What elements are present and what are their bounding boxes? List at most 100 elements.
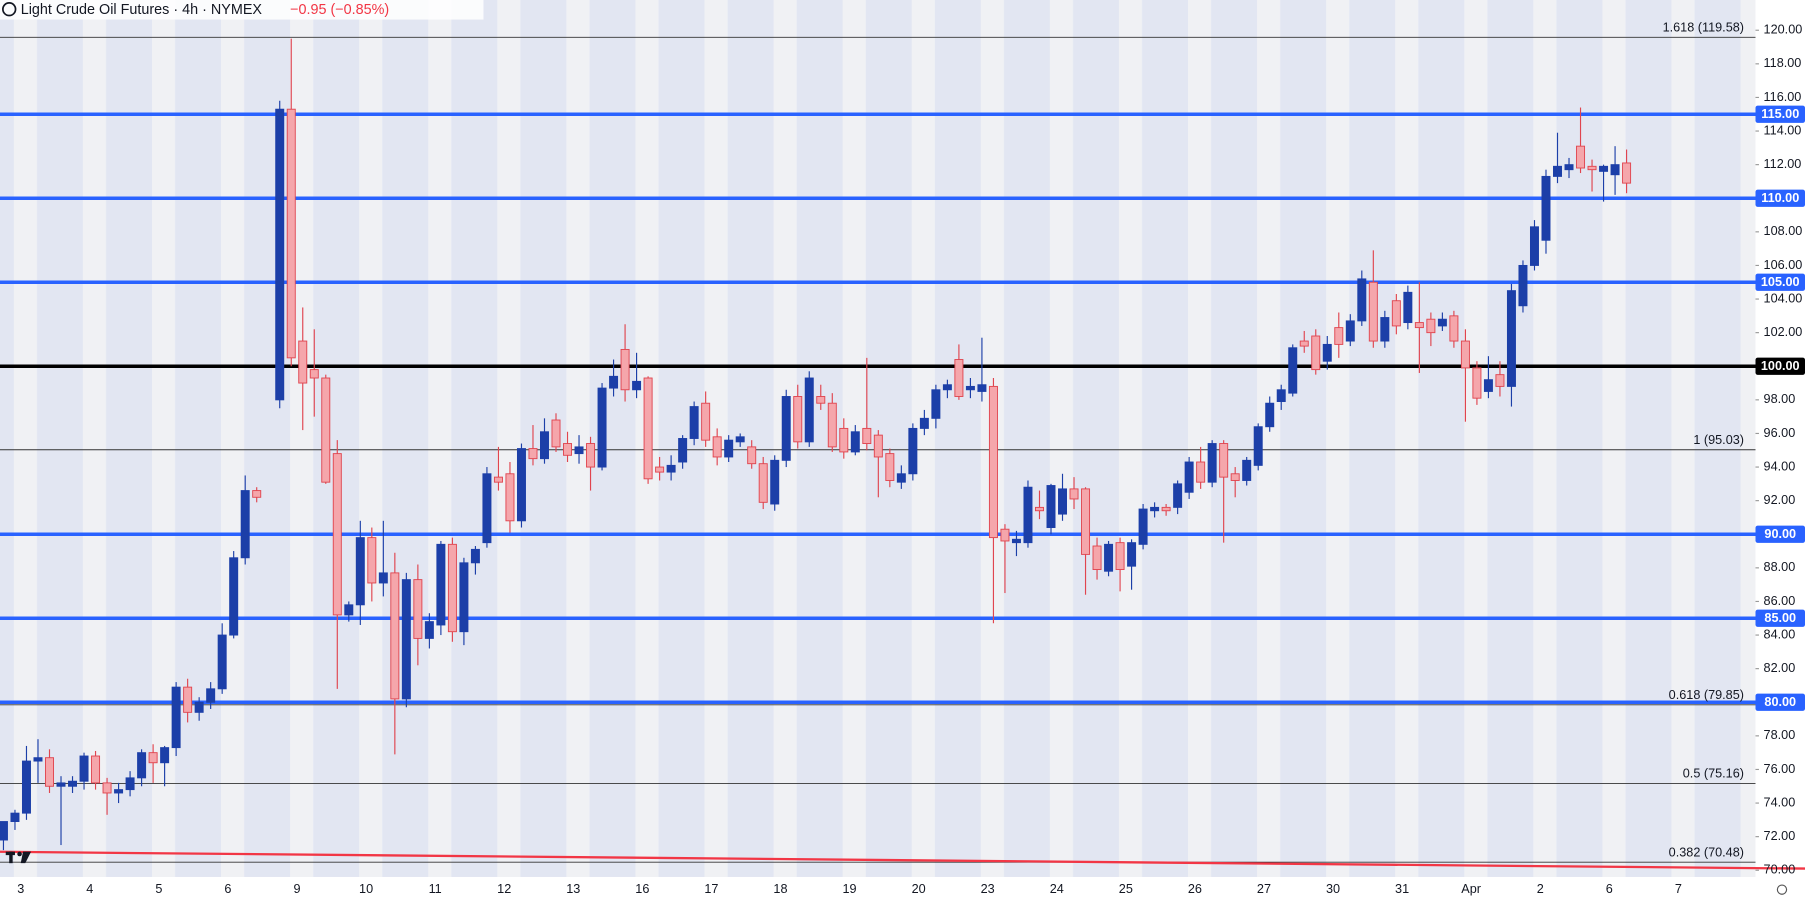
candle-body [1081,488,1091,555]
y-tick-label: 88.00 [1764,560,1796,574]
candle-body [735,436,745,443]
y-tick-label: 72.00 [1764,829,1796,843]
moving-average [0,850,1805,870]
candle-body [206,688,216,703]
y-tick-label: 114.00 [1764,123,1802,137]
candle-body [229,557,239,636]
candle-body [390,572,400,700]
candle-body [137,752,147,779]
x-tick-label: 13 [566,882,580,896]
x-tick-label: 30 [1326,882,1340,896]
candle-body [1023,486,1033,544]
symbol-title: Light Crude Oil Futures · 4h · NYMEX [21,2,263,18]
candle-body [804,377,814,443]
candle-body [505,473,515,522]
candle-body [954,359,964,397]
candle-body [655,466,665,473]
y-tick-label: 92.00 [1764,493,1796,507]
candle-body [252,490,262,498]
candle-body [125,777,135,791]
candle-body [367,537,377,584]
y-tick-label: 96.00 [1764,426,1796,440]
fib-label: 0.618 (79.85) [1669,688,1744,702]
x-tick-label: 4 [86,882,93,896]
candle-body [148,752,158,764]
candle-body [850,431,860,453]
candle-body [885,453,895,481]
y-tick-label: 120.00 [1764,23,1803,37]
candle-body [332,453,342,616]
candle-body [793,396,803,443]
candle-body [436,543,446,626]
candle-body [1219,443,1229,478]
y-tick-label: 98.00 [1764,392,1796,406]
candle-body [770,459,780,505]
candle-body [1518,264,1528,307]
price-axis [1755,0,1805,900]
x-tick-label: 24 [1050,882,1064,896]
candle-body [1460,340,1470,369]
candle-body [33,757,43,762]
candle-body [528,448,538,460]
candle-body [862,427,872,444]
y-tick-label: 102.00 [1764,325,1803,339]
level-label: 105.00 [1761,275,1800,289]
candle-body [1276,389,1286,402]
candle-body [1207,443,1217,483]
candle-body [873,434,883,458]
y-tick-label: 112.00 [1764,157,1802,171]
header-background [0,0,484,20]
candle-body [1345,320,1355,342]
labels-layer: 70.00 72.00 74.00 76.00 78.00 80.00 82.00 84.00… [17,20,1805,896]
candle-body [1150,506,1160,512]
y-tick-label: 116.00 [1764,90,1802,104]
level-label: 90.00 [1764,527,1796,541]
candle-body [1506,290,1516,387]
candle-body [827,402,837,448]
candle-body [1564,164,1574,171]
candle-body [689,406,699,439]
candle-body [1553,165,1562,177]
level-box [1755,525,1805,543]
x-tick-label: 6 [1606,882,1613,896]
x-tick-label: 23 [981,882,995,896]
candle-body [540,431,549,460]
candle-body [988,385,998,539]
candle-body [1288,347,1298,394]
x-tick-label: 3 [17,882,24,896]
x-tick-label: 20 [912,882,926,896]
candle-body [309,369,319,379]
candle-body [1265,402,1275,428]
x-tick-label: Apr [1461,882,1481,896]
candle-body [21,760,31,814]
candle-body [942,384,952,391]
candle-body [79,755,89,782]
candle-body [701,402,711,441]
y-tick-label: 104.00 [1764,291,1803,305]
candle-body [413,579,423,639]
candle-body [447,543,457,633]
candle-body [1357,278,1367,322]
level-box [1755,105,1805,123]
candle-body [977,384,987,392]
candle-body [643,377,653,480]
settings-icon[interactable] [1776,884,1788,895]
candle-body [10,812,20,823]
x-tick-label: 17 [704,882,718,896]
candle-body [1242,459,1252,481]
candle-body [1472,367,1482,399]
candle-body [574,446,584,455]
x-tick-label: 25 [1119,882,1133,896]
candle-body [1127,542,1137,567]
candle-body [1230,473,1240,481]
x-tick-label: 11 [429,882,442,896]
x-tick-label: 2 [1537,882,1544,896]
candle-body [1587,165,1597,171]
y-tick-label: 106.00 [1764,258,1803,272]
candle-body [712,436,722,458]
price-change: −0.95 (−0.85%) [290,2,389,18]
candle-body [1414,322,1424,329]
candle-body [286,108,296,359]
candle-body [194,701,204,713]
